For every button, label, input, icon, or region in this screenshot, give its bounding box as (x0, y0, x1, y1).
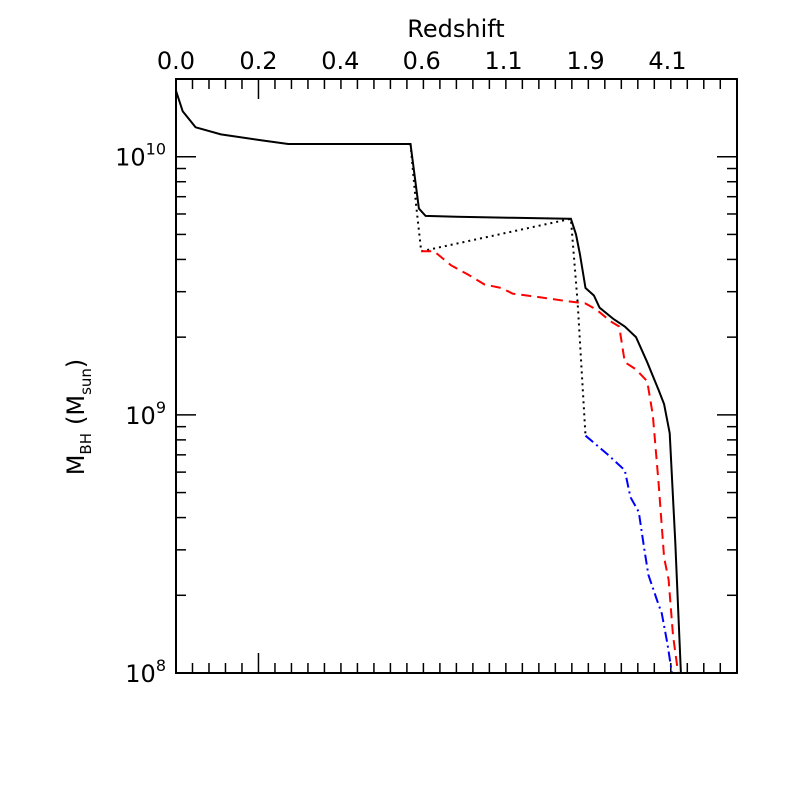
top-tick-label: 0.2 (239, 47, 277, 75)
y-tick-label: 109 (125, 398, 166, 430)
top-tick-labels: 0.0 0.2 0.4 0.6 1.1 1.9 4.1 (157, 47, 687, 75)
y-axis-title: MBH(Msun) (62, 359, 95, 476)
series-line-dashed (421, 250, 680, 674)
series-line-solid (175, 90, 682, 674)
plot-frame (175, 78, 738, 674)
y-tick-labels: 108 109 1010 (115, 140, 166, 688)
series-line-dotted (409, 143, 587, 436)
top-tick-label: 0.0 (157, 47, 195, 75)
top-tick-label: 4.1 (648, 47, 686, 75)
top-axis-title: Redshift (407, 15, 504, 43)
top-tick-label: 0.4 (321, 47, 359, 75)
top-tick-label: 0.6 (403, 47, 441, 75)
series-line-dashdot (584, 434, 673, 674)
y-tick-label: 1010 (115, 140, 166, 172)
top-tick-label: 1.1 (485, 47, 523, 75)
top-tick-label: 1.9 (566, 47, 604, 75)
series-layer (175, 90, 682, 674)
y-tick-label: 108 (125, 656, 166, 688)
